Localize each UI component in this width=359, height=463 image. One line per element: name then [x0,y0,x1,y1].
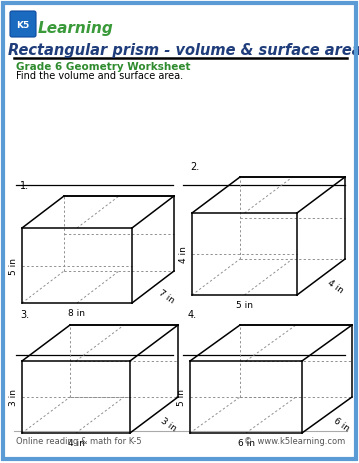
Text: 5 in: 5 in [177,388,186,406]
Text: 4 in: 4 in [179,246,188,263]
Text: Rectangular prism - volume & surface area: Rectangular prism - volume & surface are… [8,44,359,58]
Text: 3 in: 3 in [158,415,177,432]
FancyBboxPatch shape [10,12,36,38]
Text: 5 in: 5 in [236,300,253,309]
Text: 4 in: 4 in [67,438,84,447]
Text: 8 in: 8 in [69,308,85,317]
Text: 1.: 1. [20,181,29,191]
Text: 7 in: 7 in [157,288,176,305]
Text: Grade 6 Geometry Worksheet: Grade 6 Geometry Worksheet [16,62,191,72]
Text: 2.: 2. [190,162,199,172]
Text: K5: K5 [17,20,30,30]
Text: 4.: 4. [188,309,197,319]
Text: Learning: Learning [38,20,114,36]
Text: 6 in: 6 in [238,438,255,447]
Text: 3.: 3. [20,309,29,319]
Text: Online reading & math for K-5: Online reading & math for K-5 [16,437,141,445]
Text: 4 in: 4 in [325,278,344,294]
Text: 5 in: 5 in [9,257,18,275]
Text: 3 in: 3 in [9,388,18,406]
Text: ©  www.k5learning.com: © www.k5learning.com [244,437,345,445]
Text: Find the volume and surface area.: Find the volume and surface area. [16,71,183,81]
Text: 6 in: 6 in [331,415,351,432]
